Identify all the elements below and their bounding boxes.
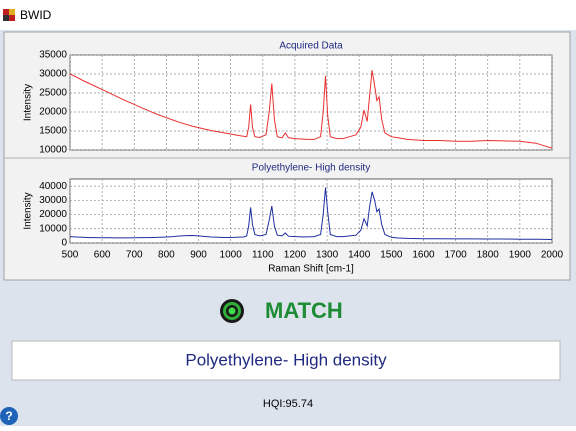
y-tick-label: 0 [61,238,67,249]
help-button[interactable] [0,407,18,425]
window-title: BWID [20,8,52,22]
y-axis-label: Intensity [23,192,34,229]
x-tick-label: 1700 [444,250,467,261]
spectrum-line [69,187,553,241]
y-tick-label: 10000 [39,145,67,156]
x-tick-label: 1300 [316,250,339,261]
x-tick-label: 1400 [348,250,371,261]
title-bar [0,0,576,30]
y-tick-label: 35000 [39,50,67,61]
spectrum-line [69,70,553,149]
result-box [11,340,561,381]
x-tick-label: 800 [158,250,175,261]
plot-area [69,54,553,151]
y-tick-label: 20000 [39,209,67,220]
x-tick-label: 1200 [284,250,307,261]
y-tick-label: 40000 [39,181,67,192]
x-tick-label: 1800 [477,250,500,261]
x-tick-label: 1600 [412,250,435,261]
y-tick-label: 20000 [39,107,67,118]
x-axis-label: Raman Shift [cm-1] [268,264,354,275]
y-tick-label: 15000 [39,126,67,137]
x-tick-label: 500 [62,250,79,261]
result-name: Polyethylene- High density [185,350,387,369]
match-icon [220,299,244,323]
x-tick-label: 1500 [380,250,403,261]
y-tick-label: 30000 [39,195,67,206]
x-tick-label: 2000 [541,250,564,261]
y-tick-label: 30000 [39,69,67,80]
help-label[interactable]: ? [5,409,12,423]
match-status: MATCH [265,298,343,323]
chart-title: Acquired Data [279,41,343,52]
x-tick-label: 1100 [252,250,274,261]
chart-title: Polyethylene- High density [252,163,370,174]
x-tick-label: 700 [126,250,143,261]
x-tick-label: 1900 [509,250,532,261]
hqi: HQI:95.74 [263,398,313,410]
plot-area [69,178,553,244]
x-tick-label: 900 [190,250,207,261]
y-axis-label: Intensity [23,84,34,121]
y-tick-label: 10000 [39,223,67,234]
y-tick-label: 25000 [39,88,67,99]
app-icon [3,9,15,21]
x-tick-label: 1000 [220,250,243,261]
x-tick-label: 600 [94,250,111,261]
